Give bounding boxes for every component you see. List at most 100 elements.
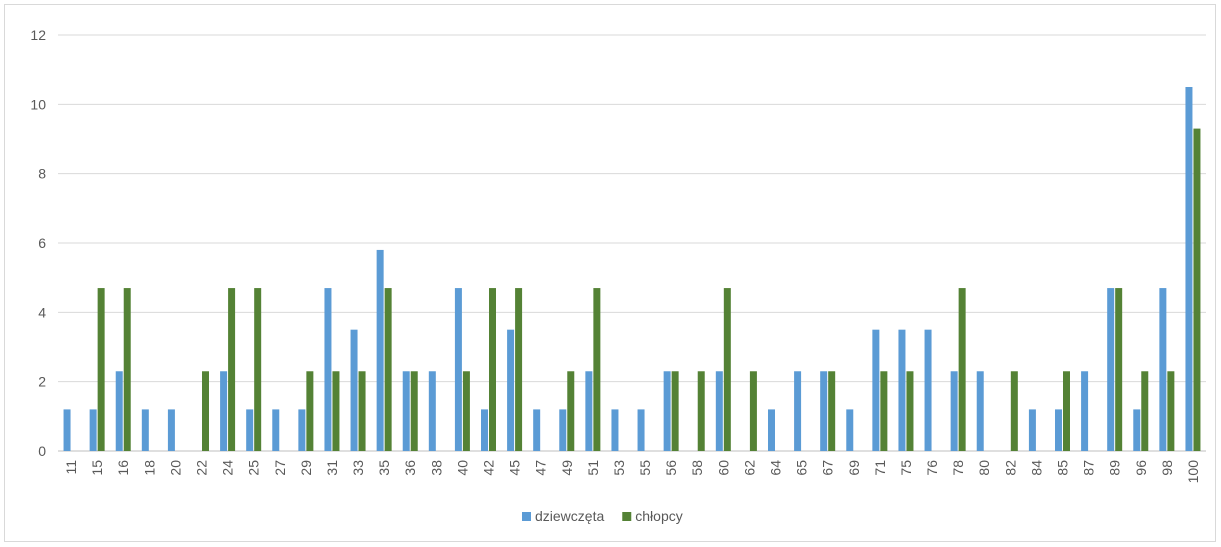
bar-chlopcy: [880, 371, 888, 451]
bar-chlopcy: [228, 288, 236, 451]
bar-dziewczeta: [663, 371, 671, 451]
bar-dziewczeta: [89, 409, 97, 451]
bar-chlopcy: [723, 288, 731, 451]
bar-chlopcy: [906, 371, 914, 451]
bar-dziewczeta: [454, 288, 462, 451]
x-axis-ticks: 11 15 16 18 20 22 24 25 27 29 31 33 35 36 38 40 42 45 47 49…: [63, 460, 1201, 484]
bar-dziewczeta: [1081, 371, 1089, 451]
x-tick-label: 33: [350, 460, 366, 476]
bar-dziewczeta: [1133, 409, 1141, 451]
bar-dziewczeta: [376, 249, 384, 451]
bar-dziewczeta: [637, 409, 645, 451]
bar-dziewczeta: [141, 409, 149, 451]
x-tick-label: 58: [689, 460, 705, 476]
x-tick-label: 96: [1133, 460, 1149, 476]
bar-chlopcy: [97, 288, 105, 451]
x-tick-label: 67: [820, 460, 836, 476]
bar-dziewczeta: [715, 371, 723, 451]
bar-dziewczeta: [611, 409, 619, 451]
bar-dziewczeta: [402, 371, 410, 451]
x-tick-label: 87: [1081, 460, 1097, 476]
x-tick-label: 82: [1002, 460, 1018, 476]
y-tick-label: 4: [38, 304, 46, 320]
x-tick-label: 42: [481, 460, 497, 476]
y-tick-label: 8: [38, 166, 46, 182]
bar-chlopcy: [1193, 128, 1201, 451]
bar-dziewczeta: [846, 409, 854, 451]
legend: dziewczęta chłopcy: [522, 508, 683, 524]
bar-chlopcy: [697, 371, 705, 451]
bar-dziewczeta: [272, 409, 280, 451]
bar-chlopcy: [593, 288, 601, 451]
bar-chlopcy: [306, 371, 314, 451]
bar-chlopcy: [1063, 371, 1070, 451]
x-tick-label: 36: [402, 460, 418, 476]
bar-dziewczeta: [1055, 409, 1062, 451]
bar-chlopcy: [671, 371, 679, 451]
bar-dziewczeta: [115, 371, 123, 451]
bar-dziewczeta: [950, 371, 958, 451]
x-tick-label: 60: [715, 460, 731, 476]
x-tick-label: 55: [637, 460, 653, 476]
x-tick-label: 47: [533, 460, 549, 476]
x-tick-label: 84: [1028, 460, 1044, 476]
bar-chlopcy: [567, 371, 575, 451]
legend-label: chłopcy: [635, 508, 682, 524]
bar-dziewczeta: [768, 409, 775, 451]
bar-chlopcy: [384, 288, 392, 451]
y-tick-label: 2: [38, 374, 46, 390]
x-tick-label: 64: [768, 460, 784, 476]
bar-chlopcy: [1167, 371, 1175, 451]
x-tick-label: 51: [585, 460, 601, 476]
bar-chlopcy: [1141, 371, 1149, 451]
bar-chlopcy: [462, 371, 470, 451]
bar-dziewczeta: [1159, 288, 1167, 451]
x-tick-label: 71: [872, 460, 888, 476]
bar-chlopcy: [1010, 371, 1018, 451]
bar-dziewczeta: [350, 329, 358, 451]
x-tick-label: 78: [950, 460, 966, 476]
legend-swatch: [522, 512, 531, 521]
bar-chlopcy: [828, 371, 836, 451]
bar-chlopcy: [515, 288, 523, 451]
bar-chlopcy: [254, 288, 262, 451]
x-tick-label: 69: [846, 460, 862, 476]
bars: [63, 87, 1201, 451]
bar-dziewczeta: [872, 329, 880, 451]
y-tick-label: 0: [38, 443, 46, 459]
bar-dziewczeta: [298, 409, 306, 451]
bar-dziewczeta: [507, 329, 515, 451]
bar-dziewczeta: [898, 329, 906, 451]
bar-dziewczeta: [794, 371, 802, 451]
bar-chlopcy: [202, 371, 209, 451]
x-tick-label: 29: [298, 460, 314, 476]
bar-dziewczeta: [559, 409, 567, 451]
x-tick-label: 89: [1107, 460, 1123, 476]
bar-dziewczeta: [428, 371, 436, 451]
bar-dziewczeta: [167, 409, 175, 451]
bar-chlopcy: [749, 371, 757, 451]
bar-dziewczeta: [481, 409, 488, 451]
x-tick-label: 49: [559, 460, 575, 476]
x-tick-label: 85: [1055, 460, 1071, 476]
x-tick-label: 35: [376, 460, 392, 476]
x-tick-label: 98: [1159, 460, 1175, 476]
bar-dziewczeta: [246, 409, 254, 451]
x-tick-label: 62: [741, 460, 757, 476]
x-tick-label: 45: [507, 460, 523, 476]
bar-dziewczeta: [820, 371, 828, 451]
x-tick-label: 38: [428, 460, 444, 476]
x-tick-label: 25: [246, 460, 262, 476]
bar-dziewczeta: [324, 288, 332, 451]
y-tick-label: 6: [38, 235, 46, 251]
bar-dziewczeta: [1185, 87, 1193, 451]
bar-chlopcy: [1115, 288, 1123, 451]
bar-dziewczeta: [63, 409, 71, 451]
x-tick-label: 15: [89, 460, 105, 476]
y-tick-label: 10: [30, 96, 46, 112]
x-tick-label: 20: [167, 460, 183, 476]
legend-swatch: [622, 512, 632, 521]
y-tick-label: 12: [30, 27, 46, 43]
x-tick-label: 18: [141, 460, 157, 476]
